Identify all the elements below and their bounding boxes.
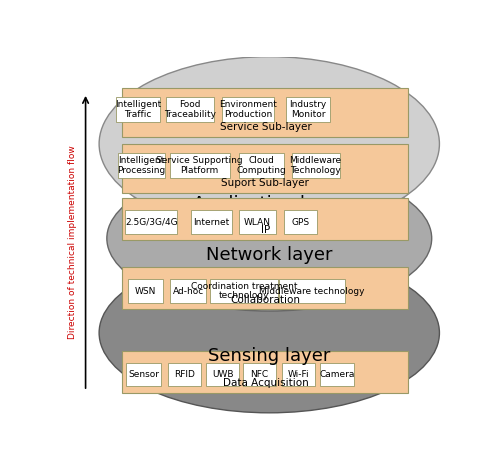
FancyBboxPatch shape: [116, 97, 160, 122]
FancyBboxPatch shape: [191, 210, 232, 234]
FancyBboxPatch shape: [125, 210, 178, 234]
Text: Ad-hoc: Ad-hoc: [173, 287, 204, 295]
FancyBboxPatch shape: [122, 268, 409, 309]
Text: Service Supporting
Platform: Service Supporting Platform: [156, 156, 243, 175]
FancyBboxPatch shape: [122, 87, 409, 136]
Text: Camera: Camera: [319, 370, 355, 379]
Text: Intelligent
Processing: Intelligent Processing: [118, 156, 166, 175]
Text: Wi-Fi: Wi-Fi: [287, 370, 309, 379]
FancyBboxPatch shape: [222, 97, 274, 122]
FancyBboxPatch shape: [284, 210, 317, 234]
FancyBboxPatch shape: [240, 153, 284, 178]
FancyBboxPatch shape: [282, 363, 315, 387]
Text: Environment
Production: Environment Production: [219, 100, 277, 118]
FancyBboxPatch shape: [240, 210, 276, 234]
Text: 2.5G/3G/4G: 2.5G/3G/4G: [125, 218, 178, 227]
FancyBboxPatch shape: [291, 153, 340, 178]
FancyBboxPatch shape: [319, 363, 354, 387]
FancyBboxPatch shape: [166, 97, 214, 122]
Text: Service Sub-layer: Service Sub-layer: [220, 122, 311, 132]
Text: RFID: RFID: [174, 370, 195, 379]
Text: Application layer: Application layer: [193, 195, 345, 213]
Text: Sensor: Sensor: [128, 370, 159, 379]
FancyBboxPatch shape: [126, 363, 161, 387]
Text: Food
Traceability: Food Traceability: [164, 100, 216, 118]
FancyBboxPatch shape: [170, 279, 207, 303]
Text: Internet: Internet: [193, 218, 230, 227]
Text: WSN: WSN: [135, 287, 156, 295]
FancyBboxPatch shape: [207, 363, 240, 387]
FancyBboxPatch shape: [210, 279, 278, 303]
Ellipse shape: [107, 166, 432, 311]
Text: Sensing layer: Sensing layer: [208, 347, 330, 365]
FancyBboxPatch shape: [122, 144, 409, 193]
Ellipse shape: [99, 57, 440, 231]
Text: Middleware
Technology: Middleware Technology: [289, 156, 342, 175]
Text: Coordination treatment
technology: Coordination treatment technology: [191, 282, 297, 300]
FancyBboxPatch shape: [128, 279, 163, 303]
Text: Suport Sub-layer: Suport Sub-layer: [222, 178, 309, 188]
Text: NFC: NFC: [250, 370, 268, 379]
Text: Cloud
Computing: Cloud Computing: [237, 156, 286, 175]
Text: Collaboration: Collaboration: [231, 295, 300, 304]
FancyBboxPatch shape: [170, 153, 230, 178]
Text: Direction of technical implementation flow: Direction of technical implementation fl…: [67, 145, 76, 339]
Text: GPS: GPS: [291, 218, 309, 227]
Text: Data Acquisition: Data Acquisition: [223, 378, 308, 388]
FancyBboxPatch shape: [279, 279, 345, 303]
Text: IP: IP: [261, 226, 270, 236]
Text: Industry
Monitor: Industry Monitor: [289, 100, 326, 118]
FancyBboxPatch shape: [122, 351, 409, 393]
Text: Network layer: Network layer: [206, 246, 332, 264]
Ellipse shape: [99, 253, 440, 413]
FancyBboxPatch shape: [118, 153, 165, 178]
FancyBboxPatch shape: [243, 363, 276, 387]
FancyBboxPatch shape: [168, 363, 201, 387]
Text: UWB: UWB: [212, 370, 234, 379]
Text: Intelligent
Traffic: Intelligent Traffic: [115, 100, 161, 118]
FancyBboxPatch shape: [286, 97, 330, 122]
Text: WLAN: WLAN: [244, 218, 271, 227]
FancyBboxPatch shape: [122, 198, 409, 240]
Text: Middleware technology: Middleware technology: [259, 287, 365, 295]
